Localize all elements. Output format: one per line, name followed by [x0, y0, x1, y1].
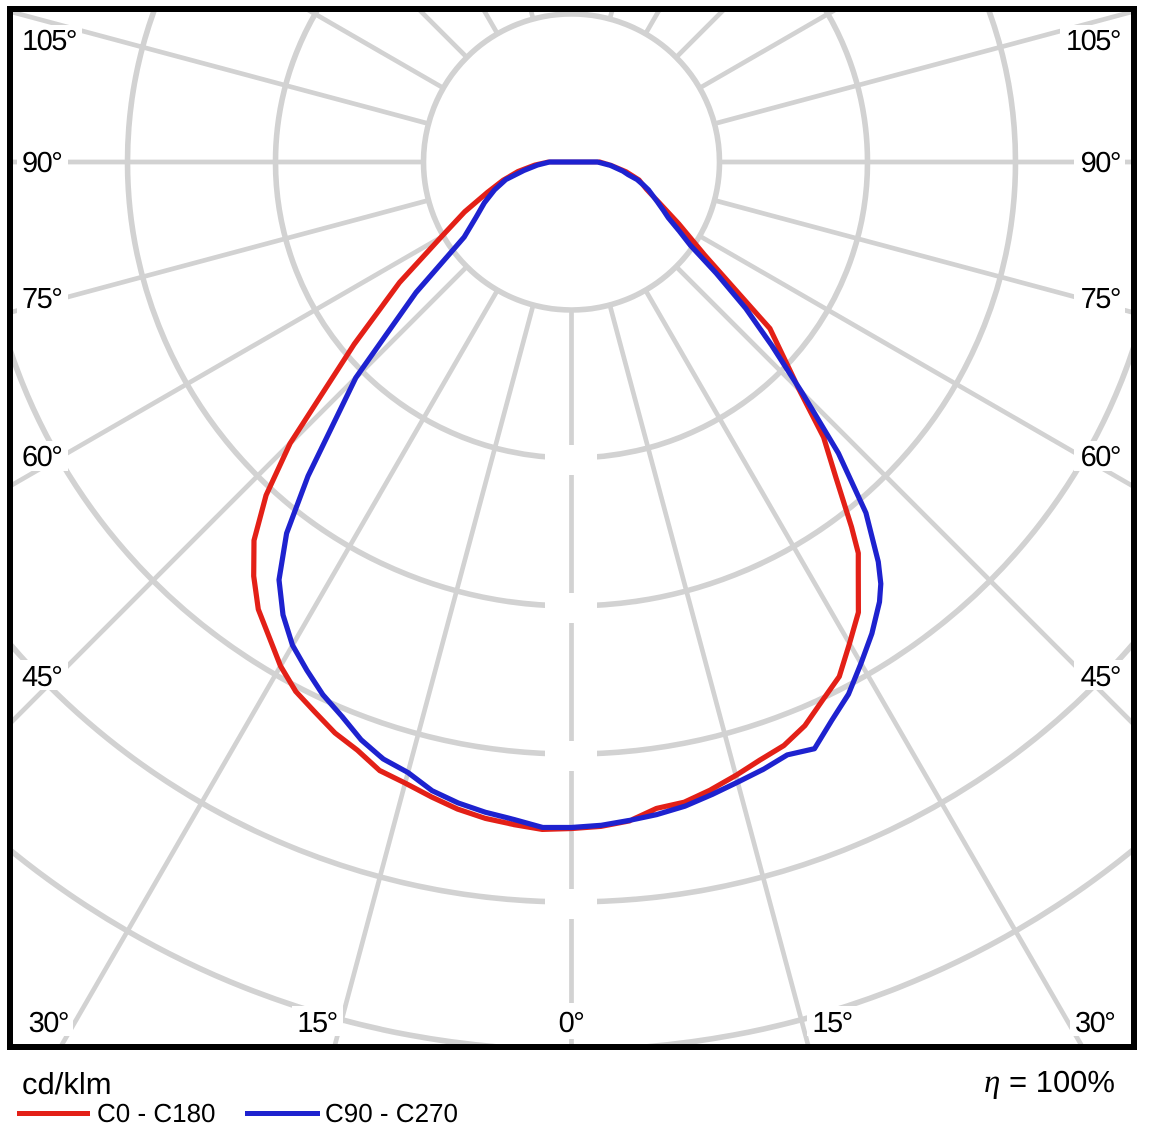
svg-text:30°: 30° [29, 1007, 68, 1039]
svg-text:45°: 45° [1081, 661, 1120, 693]
svg-text:cd/klm: cd/klm [22, 1066, 112, 1101]
svg-text:15°: 15° [812, 1007, 851, 1039]
svg-text:90°: 90° [22, 147, 61, 179]
svg-text:η = 100%: η = 100% [984, 1064, 1115, 1100]
svg-text:75°: 75° [1081, 283, 1120, 315]
svg-text:90°: 90° [1081, 147, 1120, 179]
svg-text:75°: 75° [22, 283, 61, 315]
svg-text:C90 - C270: C90 - C270 [325, 1098, 458, 1128]
svg-text:15°: 15° [297, 1007, 336, 1039]
svg-text:C0 - C180: C0 - C180 [97, 1098, 216, 1128]
svg-text:60°: 60° [1081, 441, 1120, 473]
svg-text:105°: 105° [22, 25, 76, 57]
svg-text:60°: 60° [22, 441, 61, 473]
svg-text:30°: 30° [1075, 1007, 1114, 1039]
svg-text:0°: 0° [559, 1007, 584, 1039]
svg-text:45°: 45° [22, 661, 61, 693]
svg-text:105°: 105° [1066, 25, 1120, 57]
